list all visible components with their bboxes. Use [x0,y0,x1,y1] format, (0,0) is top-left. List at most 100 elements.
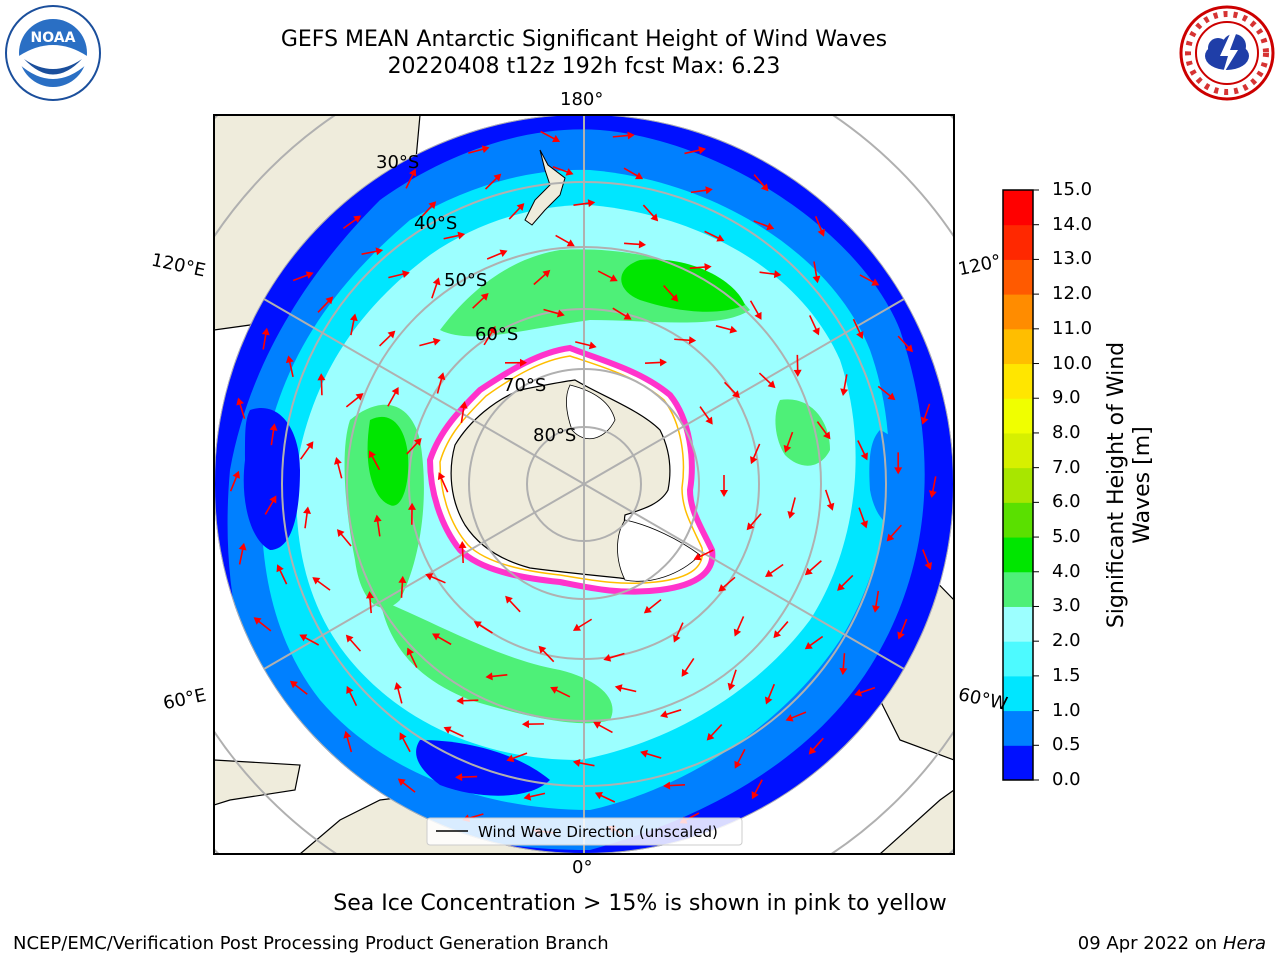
colorbar-tick-label: 7.0 [1052,456,1081,478]
wave-direction-arrowhead [285,355,294,364]
colorbar-segment [1003,363,1033,399]
wave-direction-arrowhead [375,247,384,256]
wave-direction-arrow [317,298,332,313]
colorbar-tick-label: 14.0 [1052,213,1093,235]
wave-direction-arrowhead [872,605,880,613]
wave-direction-arrowhead [760,183,769,192]
ice-shelf-ross [566,384,616,440]
wave-direction-arrowhead [587,199,596,208]
wave-direction-arrowhead [366,591,374,599]
wave-direction-arrowhead [659,358,667,367]
wave-direction-arrow [748,513,762,528]
wave-direction-arrowhead [480,293,489,301]
wave-direction-arrowhead [817,228,826,237]
wave-direction-arrowhead [481,145,490,154]
wave-direction-arrow [345,395,361,408]
wave-direction-arrowhead [402,270,410,278]
wave-direction-arrowhead [349,313,358,322]
wave-direction-arrowhead [238,542,247,551]
wave-direction-arrowhead [523,792,532,801]
wave-direction-arrow [663,285,677,300]
colorbar-segment [1003,224,1033,260]
wave-direction-arrowhead [886,533,895,542]
colorbar-tick-label: 1.5 [1052,664,1081,686]
colorbar-segment [1003,537,1033,573]
wave-direction-arrowhead [505,595,513,604]
wave-direction-arrowhead [538,645,547,654]
wave-direction-arrowhead [920,416,929,425]
wave-direction-arrowhead [897,631,905,640]
wave-direction-arrow [666,783,686,787]
wave-direction-arrowhead [519,358,527,367]
wave-direction-arrowhead [355,393,364,401]
wave-direction-arrowhead [720,490,728,497]
wave-direction-arrow [931,476,937,495]
wave-direction-arrowhead [552,135,561,143]
wave-direction-arrowhead [765,569,774,578]
wave-direction-arrowhead [635,172,644,180]
lon-label-0: 0° [572,857,593,878]
chart-title: GEFS MEAN Antarctic Significant Height o… [280,27,888,52]
wave-direction-arrow [766,683,776,702]
colorbar-segment [1003,606,1033,642]
wave-direction-arrow [576,761,595,767]
wave-direction-arrowhead [406,647,414,656]
colorbar-segment [1003,502,1033,538]
wave-direction-arrowhead [425,573,434,581]
wave-direction-arrowhead [334,457,342,465]
wave-direction-arrowhead [343,730,352,739]
wave-direction-arrow [486,251,505,260]
wave-direction-arrowhead [516,203,525,211]
wave-direction-arrowhead [733,628,742,637]
new-zealand [524,149,566,226]
wave-direction-arrowhead [603,653,612,662]
wave-direction-arrowhead [459,401,468,409]
colorbar-label: Significant Height of Wind Waves [m] [1104,341,1155,629]
wave-direction-arrow [674,338,693,342]
wave-direction-arrow [767,563,784,576]
wave-direction-arrowhead [837,583,845,591]
wave-direction-arrowhead [785,714,794,722]
wave-direction-arrowhead [729,325,738,334]
wave-direction-arrow [749,300,761,317]
wave-direction-arrowhead [773,630,782,639]
wave-direction-arrow [729,669,737,688]
colorbar-segment [1003,745,1033,781]
wave-direction-arrowhead [688,336,697,345]
wave-direction-arrow [408,650,418,668]
wave-direction-arrowhead [727,682,736,691]
wave-direction-arrow [897,335,911,350]
wave-direction-arrowhead [706,732,715,741]
colorbar-tick-label: 2.0 [1052,630,1081,652]
wave-direction-arrowhead [437,372,446,381]
wave-direction-arrowhead [556,309,565,318]
wave-direction-arrow [302,635,320,646]
wave-direction-arrowhead [397,778,406,786]
wave-direction-arrowhead [409,168,417,177]
wave-direction-arrow [420,203,434,218]
wave-direction-arrowhead [289,680,298,689]
wave-direction-arrowhead [572,623,582,631]
wave-direction-arrow [508,205,523,220]
lon-label-180: 180° [560,89,604,110]
wave-direction-arrowhead [394,682,402,690]
wave-direction-arrow [573,202,592,207]
wave-direction-arrowhead [485,672,493,681]
wave-direction-arrowhead [650,213,659,222]
wave-direction-arrowhead [566,239,575,247]
wave-direction-arrow [789,497,796,516]
footer-date: 09 Apr 2022 on Hera [1078,933,1266,954]
colorbar-tick-label: 15.0 [1052,179,1093,200]
lat-label-70s: 70°S [503,375,547,396]
colorbar-segment [1003,641,1033,677]
wave-direction-arrowhead [306,441,314,450]
wave-direction-arrow [540,648,555,663]
colorbar-segment [1003,675,1033,712]
wave-direction-arrowhead [236,397,244,406]
wave-direction-arrowhead [572,758,581,767]
colorbar-tick-label: 10.0 [1052,352,1093,374]
wave-direction-arrowhead [457,231,466,240]
wave-direction-arrowhead [787,510,796,519]
wave-direction-arrowhead [565,168,574,176]
wind-wave-arrows [229,130,937,838]
